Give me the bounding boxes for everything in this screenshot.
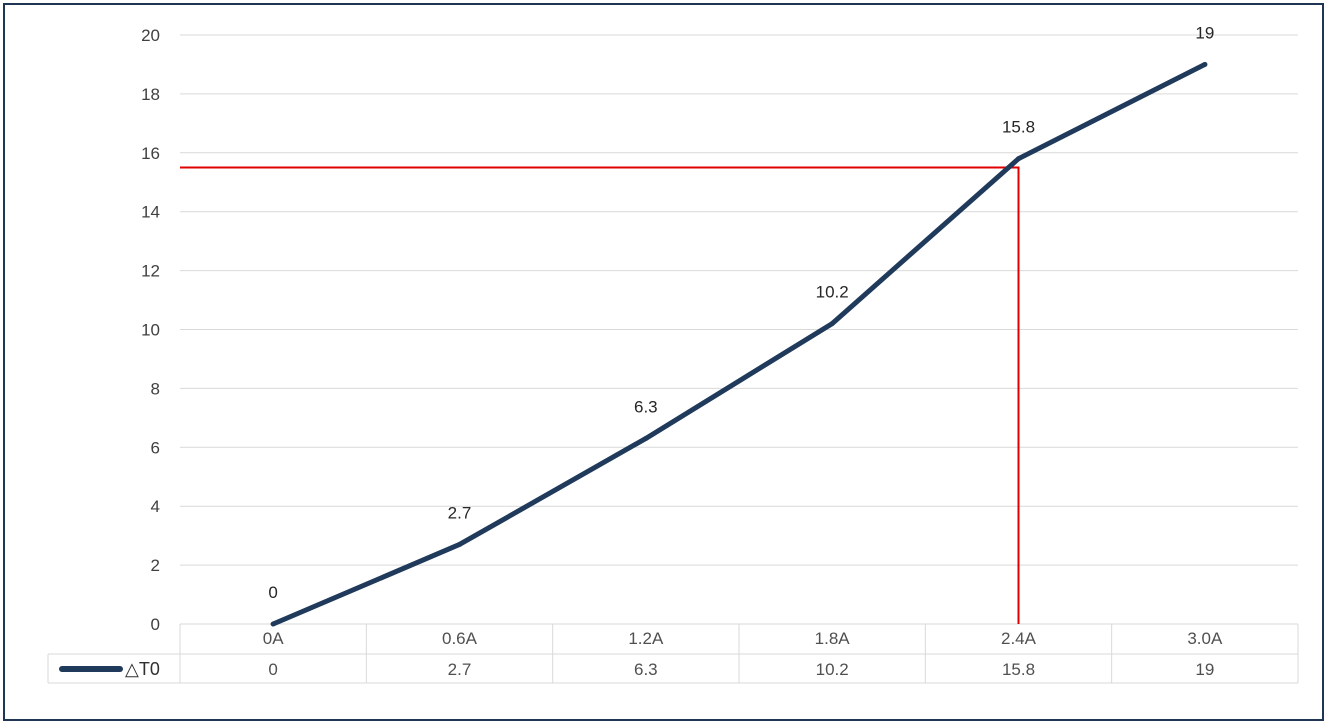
data-label: 6.3 bbox=[634, 397, 658, 416]
table-value-cell: 0 bbox=[268, 660, 277, 679]
series-line bbox=[270, 61, 1208, 627]
y-tick-label: 14 bbox=[141, 203, 160, 222]
data-label: 19 bbox=[1195, 23, 1214, 42]
table-value-cell: 6.3 bbox=[634, 660, 658, 679]
data-point bbox=[1202, 61, 1208, 67]
x-category-label: 1.2A bbox=[628, 629, 664, 648]
y-tick-label: 20 bbox=[141, 26, 160, 45]
data-point bbox=[829, 321, 835, 327]
reference-lines bbox=[180, 166, 1020, 624]
data-label: 0 bbox=[268, 583, 277, 602]
y-tick-label: 4 bbox=[151, 497, 160, 516]
y-tick-label: 12 bbox=[141, 262, 160, 281]
data-point bbox=[1016, 156, 1021, 162]
data-label: 2.7 bbox=[448, 503, 472, 522]
x-category-label: 3.0A bbox=[1187, 629, 1223, 648]
y-tick-label: 0 bbox=[151, 615, 160, 634]
legend-series-name: △T0 bbox=[125, 659, 160, 679]
table-value-cell: 10.2 bbox=[816, 660, 849, 679]
series-layer bbox=[270, 61, 1208, 627]
data-point bbox=[270, 621, 276, 627]
y-tick-label: 16 bbox=[141, 144, 160, 163]
chart-frame bbox=[3, 3, 1324, 721]
x-category-label: 0A bbox=[263, 629, 284, 648]
data-label: 15.8 bbox=[1002, 118, 1035, 137]
table-value-cell: 15.8 bbox=[1002, 660, 1035, 679]
table-value-cell: 2.7 bbox=[448, 660, 472, 679]
reference-line bbox=[180, 166, 1020, 624]
x-category-label: 1.8A bbox=[815, 629, 851, 648]
data-table: 0A 0.6A 1.2A 1.8A 2.4A 3.0A 0 2.7 6.3 10.2 15.8 19 △… bbox=[47, 623, 1299, 684]
y-tick-label: 18 bbox=[141, 85, 160, 104]
y-axis-tick-labels: 0 2 4 6 8 10 12 14 16 18 20 bbox=[141, 26, 160, 634]
table-value-cell: 19 bbox=[1195, 660, 1214, 679]
x-category-label: 0.6A bbox=[442, 629, 478, 648]
data-point bbox=[457, 541, 462, 547]
gridlines bbox=[180, 34, 1298, 566]
y-tick-label: 8 bbox=[151, 379, 160, 398]
y-tick-label: 6 bbox=[151, 438, 160, 457]
data-point bbox=[643, 435, 649, 441]
data-label: 10.2 bbox=[816, 283, 849, 302]
y-tick-label: 10 bbox=[141, 321, 160, 340]
y-tick-label: 2 bbox=[151, 556, 160, 575]
x-category-label: 2.4A bbox=[1001, 629, 1037, 648]
data-labels: 0 2.7 6.3 10.2 15.8 19 bbox=[268, 23, 1214, 602]
